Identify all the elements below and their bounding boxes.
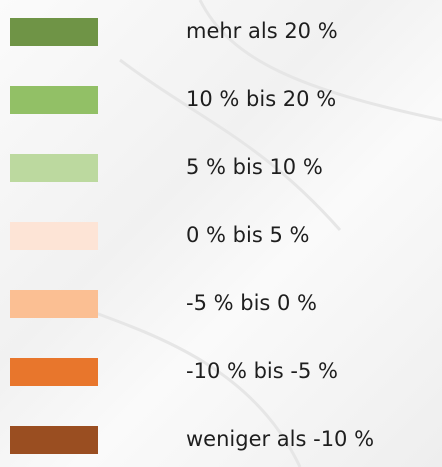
legend-swatch	[10, 86, 98, 114]
legend-swatch	[10, 358, 98, 386]
legend-label: mehr als 20 %	[186, 19, 338, 43]
legend-label: weniger als -10 %	[186, 427, 374, 451]
legend-swatch	[10, 290, 98, 318]
legend-label: 0 % bis 5 %	[186, 223, 309, 247]
legend-swatch	[10, 426, 98, 454]
legend-label: 5 % bis 10 %	[186, 155, 323, 179]
legend-label: -10 % bis -5 %	[186, 359, 338, 383]
legend-swatch	[10, 18, 98, 46]
legend-label: 10 % bis 20 %	[186, 87, 336, 111]
legend-swatch	[10, 222, 98, 250]
legend-swatch	[10, 154, 98, 182]
legend: mehr als 20 % 10 % bis 20 % 5 % bis 10 % 0 …	[0, 0, 442, 467]
legend-label: -5 % bis 0 %	[186, 291, 317, 315]
